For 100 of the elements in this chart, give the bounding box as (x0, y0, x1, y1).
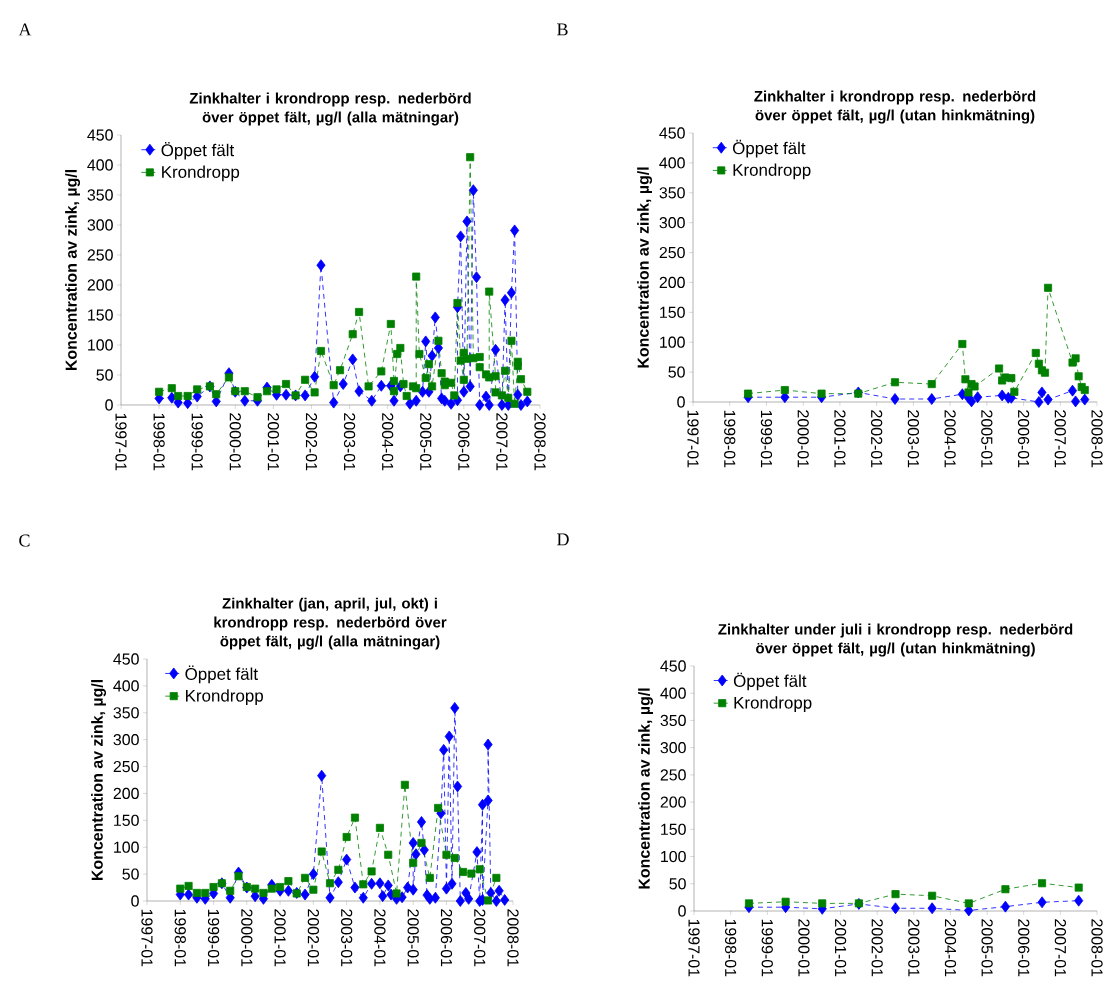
x-tick-label: 2008-01 (507, 909, 519, 967)
x-tick-label: 2003-01 (340, 909, 353, 967)
x-tick-label: 1999-01 (761, 919, 773, 977)
x-tick-label: 2006-01 (458, 413, 470, 471)
x-tick-label: 1998-01 (153, 413, 165, 471)
text: D (557, 533, 569, 546)
y-tick-label: 400 (659, 157, 685, 169)
y-tick-label: 350 (660, 714, 686, 727)
x-tick-label: 1999-01 (191, 413, 203, 471)
x-tick-label: 1997-01 (687, 410, 699, 468)
y-tick-label: 0 (678, 905, 686, 917)
x-tick-label: 2001-01 (267, 413, 279, 471)
y-tick-label: 50 (668, 366, 685, 378)
y-tick-label: 100 (661, 850, 686, 863)
x-tick-label: 2008-01 (1091, 410, 1103, 468)
x-tick-label: 2005-01 (420, 413, 432, 471)
y-tick-label: 450 (660, 660, 686, 672)
legend-label: Öppet fält (733, 672, 807, 691)
x-tick-label: 1997-01 (141, 909, 153, 967)
chart-title: Zinkhalter i krondropp resp. nederbörd över öppet fält, µg/l (alla mätningar) (189, 92, 471, 126)
y-tick-label: 200 (660, 796, 686, 808)
y-tick-label: 50 (669, 878, 686, 890)
y-tick-label: 300 (660, 742, 686, 754)
x-tick-label: 1999-01 (207, 909, 220, 967)
y-tick-label: 200 (87, 279, 113, 291)
x-tick-label: 2000-01 (798, 919, 810, 977)
text: B (557, 23, 568, 36)
legend-label: Krondropp (733, 163, 811, 180)
x-tick-label: 1998-01 (724, 410, 736, 468)
y-tick-label: 200 (659, 276, 685, 289)
x-tick-label: 2004-01 (944, 410, 956, 468)
x-tick-label: 2006-01 (1017, 410, 1030, 468)
x-tick-label: 2004-01 (944, 919, 957, 977)
y-tick-label: 150 (88, 309, 113, 321)
x-tick-label: 1997-01 (688, 919, 700, 977)
legend-label: Öppet fält (185, 665, 258, 684)
y-axis-title: Koncentration av zink, µg/l (638, 688, 654, 889)
y-tick-label: 50 (122, 868, 139, 880)
x-tick-label: 2007-01 (474, 909, 486, 967)
x-tick-label: 2002-01 (871, 410, 883, 468)
x-tick-label: 1999-01 (760, 410, 773, 468)
x-tick-label: 2000-01 (241, 909, 253, 967)
y-tick-label: 350 (113, 707, 139, 719)
chart-title: Zinkhalter under juli i krondropp resp. nederbörd över öppet fält, µg/l (utan hinkmätning) (718, 623, 1073, 657)
y-tick-label: 450 (87, 129, 113, 141)
legend-label: Öppet fält (161, 141, 235, 160)
y-tick-label: 300 (87, 219, 113, 231)
y-tick-label: 350 (87, 189, 113, 201)
legend-label: Krondropp (186, 689, 263, 706)
y-tick-label: 100 (114, 841, 139, 853)
y-tick-label: 400 (87, 159, 113, 171)
y-axis-title: Koncentration av zink, µg/l (65, 169, 81, 371)
y-tick-label: 250 (660, 769, 686, 781)
x-tick-label: 2006-01 (1018, 919, 1030, 977)
x-tick-label: 2001-01 (834, 410, 846, 468)
x-tick-label: 2002-01 (305, 413, 318, 471)
y-tick-label: 100 (88, 339, 113, 351)
y-axis-title: Koncentration av zink, µg/l (91, 680, 107, 881)
y-axis-title: Koncentration av zink, µg/l (637, 167, 653, 368)
x-tick-label: 1997-01 (115, 413, 127, 471)
y-tick-label: 250 (113, 760, 139, 773)
x-tick-label: 2002-01 (871, 919, 883, 977)
y-tick-label: 450 (659, 127, 685, 139)
text: C (19, 534, 30, 547)
y-tick-label: 0 (105, 399, 113, 411)
legend-label: Öppet fält (732, 139, 806, 158)
y-tick-label: 250 (659, 246, 685, 259)
y-tick-label: 150 (660, 306, 685, 318)
x-tick-label: 2005-01 (407, 909, 419, 967)
x-tick-label: 2001-01 (834, 919, 847, 977)
x-tick-label: 1998-01 (725, 919, 737, 977)
y-tick-label: 250 (87, 249, 113, 261)
y-tick-label: 150 (661, 823, 686, 835)
x-tick-label: 2000-01 (229, 413, 241, 471)
x-tick-label: 2003-01 (907, 410, 920, 468)
x-tick-label: 2007-01 (496, 413, 508, 471)
x-tick-label: 2000-01 (797, 410, 809, 468)
y-tick-label: 300 (659, 217, 685, 229)
x-tick-label: 2005-01 (981, 410, 993, 468)
x-tick-label: 2005-01 (981, 919, 993, 977)
y-tick-label: 50 (96, 369, 113, 381)
x-tick-label: 2006-01 (440, 909, 453, 967)
x-tick-label: 2001-01 (274, 909, 286, 967)
y-tick-label: 0 (131, 895, 139, 907)
y-tick-label: 400 (660, 687, 686, 699)
x-tick-label: 2002-01 (307, 909, 319, 967)
chart-title: Zinkhalter (jan, april, jul, okt) i krondropp resp. nederbörd över öppet fält, µg/l (alla mätningar) (214, 597, 447, 650)
x-tick-label: 2008-01 (1091, 919, 1103, 977)
x-tick-label: 2007-01 (1054, 919, 1067, 977)
x-tick-label: 2007-01 (1054, 410, 1066, 468)
y-tick-label: 350 (659, 187, 685, 199)
legend-label: Krondropp (734, 696, 812, 713)
y-tick-label: 100 (660, 336, 685, 348)
y-tick-label: 0 (677, 396, 685, 408)
x-tick-label: 2003-01 (908, 919, 920, 977)
x-tick-label: 2008-01 (534, 413, 546, 471)
y-tick-label: 150 (114, 814, 139, 826)
x-tick-label: 2004-01 (382, 413, 394, 471)
x-tick-label: 1998-01 (174, 909, 186, 967)
y-tick-label: 200 (113, 787, 139, 800)
